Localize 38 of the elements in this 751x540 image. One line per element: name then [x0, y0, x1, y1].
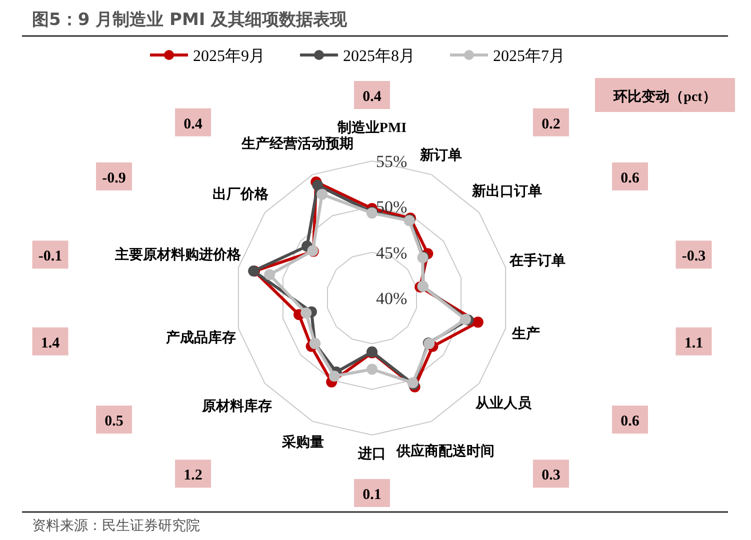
text: 0.2 — [542, 116, 560, 132]
text: 1.2 — [184, 468, 202, 484]
text: 0.6 — [620, 414, 640, 430]
text: -0.1 — [38, 248, 62, 265]
text: 0.1 — [362, 487, 382, 503]
chart-title: 图5：9 月制造业 PMI 及其细项数据表现 — [32, 10, 348, 30]
text: 0.4 — [362, 89, 382, 105]
text: -0.3 — [682, 248, 706, 265]
text: 0.4 — [184, 116, 203, 132]
spoke-label: 主要原材料购进价格 — [114, 246, 242, 263]
y-tick-label: 40% — [376, 289, 408, 308]
text: 环比变动（pct） — [612, 88, 716, 105]
text: 0.3 — [542, 468, 560, 484]
text: 0.5 — [104, 414, 124, 430]
legend-label: 2025年9月 — [193, 48, 265, 65]
spoke-label: 生产经营活动预期 — [240, 135, 354, 152]
spoke-label: 产成品库存 — [164, 329, 236, 346]
legend-label: 2025年7月 — [493, 48, 565, 65]
text: 1.1 — [684, 335, 704, 352]
y-tick-label: 50% — [376, 198, 408, 217]
spoke-label: 采购量 — [280, 434, 324, 450]
spoke-label: 出厂价格 — [212, 186, 270, 202]
text: 资料来源：民生证券研究院 — [32, 518, 200, 534]
spoke-label: 生产 — [511, 325, 540, 342]
text: 1.4 — [40, 335, 60, 352]
spoke-label: 进口 — [357, 446, 386, 462]
spoke-label: 新订单 — [419, 146, 462, 164]
text: 0.6 — [620, 170, 640, 186]
spoke-label: 供应商配送时间 — [395, 442, 494, 460]
spoke-label: 制造业PMI — [336, 120, 407, 136]
spoke-label: 在手订单 — [508, 252, 566, 270]
spoke-label: 新出口订单 — [470, 182, 542, 200]
y-tick-label: 55% — [376, 152, 408, 171]
spoke-label: 原材料库存 — [201, 398, 272, 415]
spoke-label: 从业人员 — [474, 396, 532, 412]
y-tick-label: 45% — [376, 243, 408, 262]
legend-label: 2025年8月 — [343, 48, 415, 65]
text: -0.9 — [102, 170, 126, 186]
